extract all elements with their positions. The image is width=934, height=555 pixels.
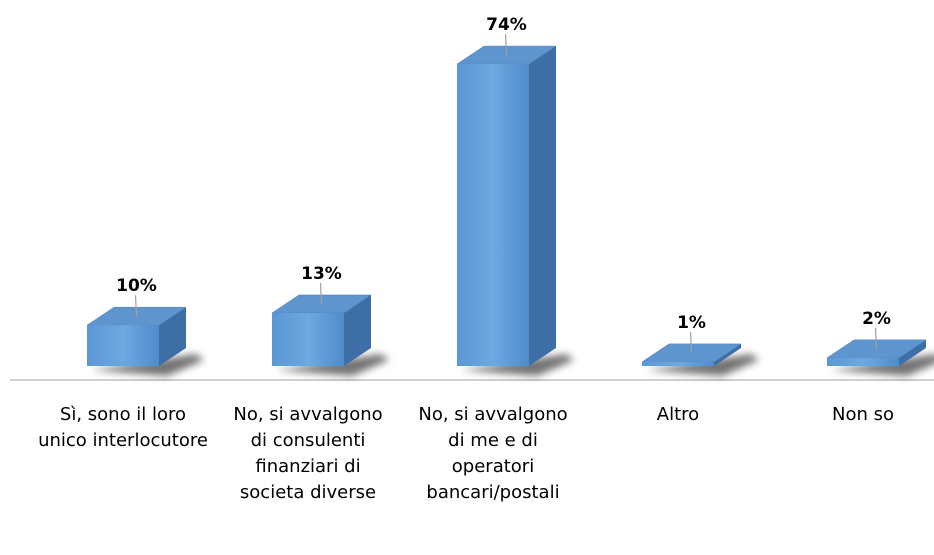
value-label: 2% xyxy=(862,309,891,329)
bar-front xyxy=(827,357,899,366)
bar-front xyxy=(87,325,159,366)
bar-front xyxy=(272,312,344,366)
leader-line xyxy=(689,331,693,353)
bar-side xyxy=(899,339,926,366)
value-label: 1% xyxy=(677,313,706,333)
bar-side xyxy=(344,294,371,366)
value-label: 74% xyxy=(486,15,527,35)
category-label: Altro xyxy=(656,404,700,425)
bar xyxy=(456,45,557,366)
value-label: 13% xyxy=(301,264,342,284)
bar-side xyxy=(529,46,556,366)
leader-line xyxy=(319,282,323,304)
category-label: No, si avvalgono di me e di operatori ba… xyxy=(418,404,568,503)
leader-line xyxy=(504,34,508,56)
bar-front xyxy=(457,64,529,366)
bar-front xyxy=(642,361,714,366)
bar xyxy=(271,294,372,366)
category-label: No, si avvalgono di consulenti finanziar… xyxy=(233,404,383,503)
leader-line xyxy=(134,295,138,317)
bar-side xyxy=(714,343,741,366)
category-label: Non so xyxy=(832,404,894,425)
category-label: Sì, sono il loro unico interlocutore xyxy=(38,404,208,451)
bar-side xyxy=(159,307,186,366)
value-label: 10% xyxy=(116,276,157,296)
leader-line xyxy=(874,327,878,349)
